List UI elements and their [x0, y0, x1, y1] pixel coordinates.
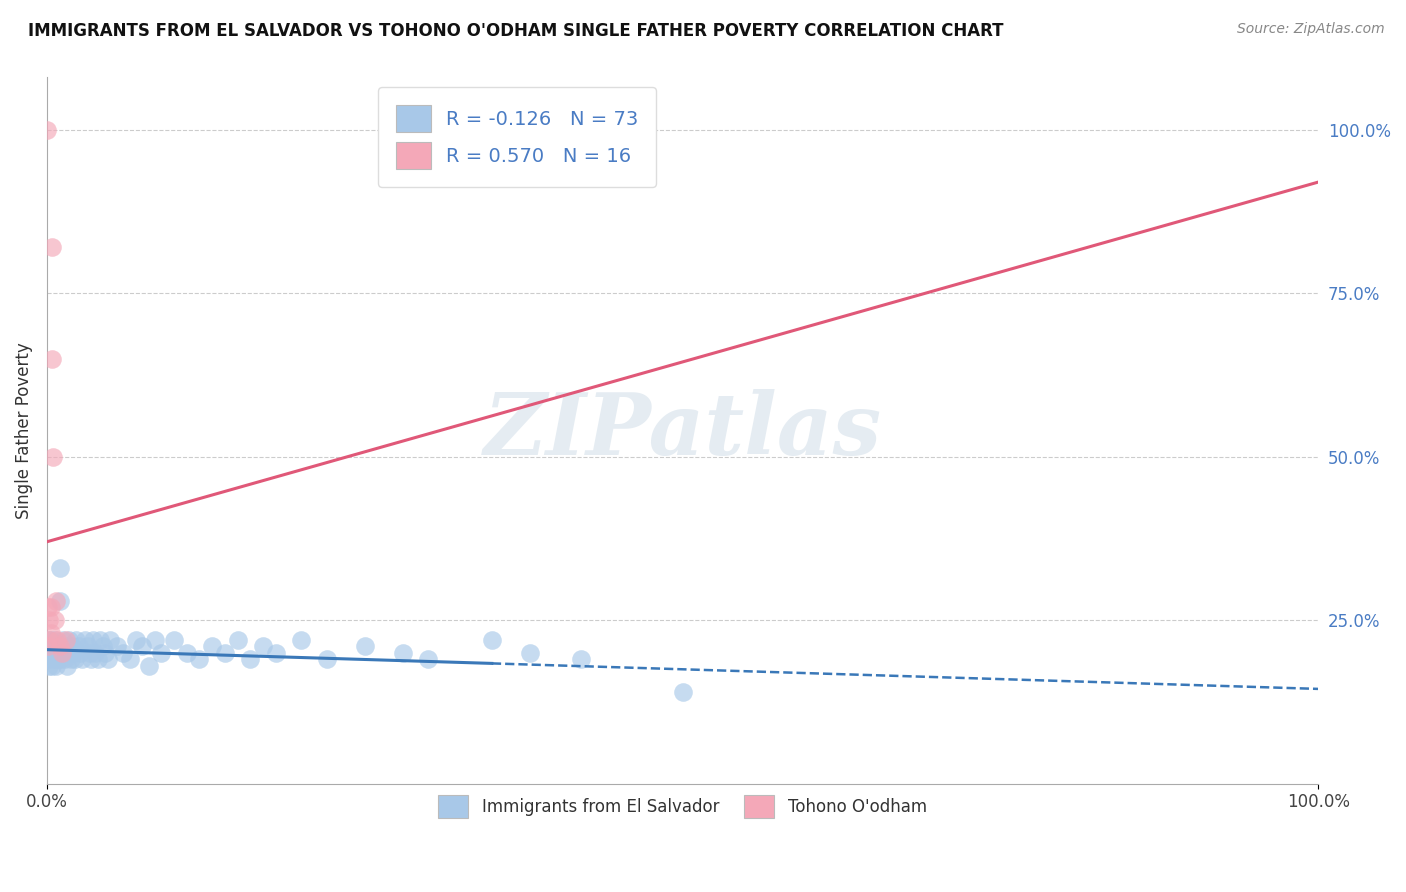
Point: [56, 659, 79, 673]
Point: [138, 659, 160, 673]
Point: [84, 646, 107, 660]
Point: [39, 626, 62, 640]
Point: [38, 613, 60, 627]
Point: [51, 646, 73, 660]
Point: [51, 646, 73, 660]
Point: [226, 632, 249, 647]
Point: [73, 632, 96, 647]
Point: [44, 646, 66, 660]
Point: [46, 632, 69, 647]
Point: [112, 646, 135, 660]
Point: [35, 122, 58, 136]
Point: [105, 640, 128, 654]
Point: [44, 613, 66, 627]
Point: [48, 561, 70, 575]
Point: [41, 646, 63, 660]
Point: [69, 646, 91, 660]
Point: [76, 640, 98, 654]
Point: [89, 632, 111, 647]
Point: [41, 659, 63, 673]
Point: [44, 632, 66, 647]
Point: [97, 652, 120, 666]
Point: [118, 652, 141, 666]
Point: [37, 640, 59, 654]
Text: Source: ZipAtlas.com: Source: ZipAtlas.com: [1237, 22, 1385, 37]
Point: [46, 640, 69, 654]
Point: [37, 600, 59, 615]
Point: [45, 640, 67, 654]
Point: [131, 640, 153, 654]
Point: [82, 632, 104, 647]
Point: [94, 646, 117, 660]
Point: [48, 593, 70, 607]
Point: [58, 632, 80, 647]
Point: [55, 640, 77, 654]
Point: [37, 652, 59, 666]
Point: [46, 646, 69, 660]
Point: [37, 640, 59, 654]
Point: [52, 632, 75, 647]
Point: [671, 685, 693, 699]
Point: [80, 652, 103, 666]
Point: [87, 652, 110, 666]
Point: [72, 652, 94, 666]
Point: [239, 652, 262, 666]
Point: [100, 632, 122, 647]
Point: [39, 600, 62, 615]
Point: [150, 646, 173, 660]
Point: [41, 351, 63, 366]
Point: [49, 652, 72, 666]
Point: [252, 640, 274, 654]
Point: [79, 646, 101, 660]
Text: ZIPatlas: ZIPatlas: [484, 389, 882, 473]
Point: [353, 640, 375, 654]
Point: [264, 646, 287, 660]
Point: [392, 646, 415, 660]
Point: [176, 646, 198, 660]
Point: [59, 646, 82, 660]
Point: [41, 240, 63, 254]
Point: [63, 652, 86, 666]
Point: [143, 632, 166, 647]
Point: [60, 652, 83, 666]
Point: [125, 632, 148, 647]
Point: [45, 659, 67, 673]
Point: [48, 640, 70, 654]
Point: [38, 659, 60, 673]
Point: [42, 450, 65, 464]
Point: [42, 640, 65, 654]
Point: [55, 632, 77, 647]
Point: [214, 646, 236, 660]
Point: [60, 640, 83, 654]
Point: [290, 632, 312, 647]
Point: [53, 652, 76, 666]
Point: [519, 646, 541, 660]
Point: [418, 652, 440, 666]
Point: [569, 652, 592, 666]
Point: [62, 646, 84, 660]
Point: [315, 652, 337, 666]
Point: [39, 646, 62, 660]
Point: [201, 640, 224, 654]
Point: [163, 632, 186, 647]
Point: [39, 632, 62, 647]
Point: [38, 632, 60, 647]
Point: [67, 640, 90, 654]
Point: [45, 593, 67, 607]
Legend: Immigrants from El Salvador, Tohono O'odham: Immigrants from El Salvador, Tohono O'od…: [432, 788, 934, 825]
Point: [188, 652, 211, 666]
Point: [38, 632, 60, 647]
Point: [42, 652, 65, 666]
Y-axis label: Single Father Poverty: Single Father Poverty: [15, 343, 32, 519]
Point: [46, 652, 69, 666]
Point: [91, 640, 114, 654]
Point: [481, 632, 503, 647]
Point: [65, 632, 87, 647]
Text: IMMIGRANTS FROM EL SALVADOR VS TOHONO O'ODHAM SINGLE FATHER POVERTY CORRELATION : IMMIGRANTS FROM EL SALVADOR VS TOHONO O'…: [28, 22, 1004, 40]
